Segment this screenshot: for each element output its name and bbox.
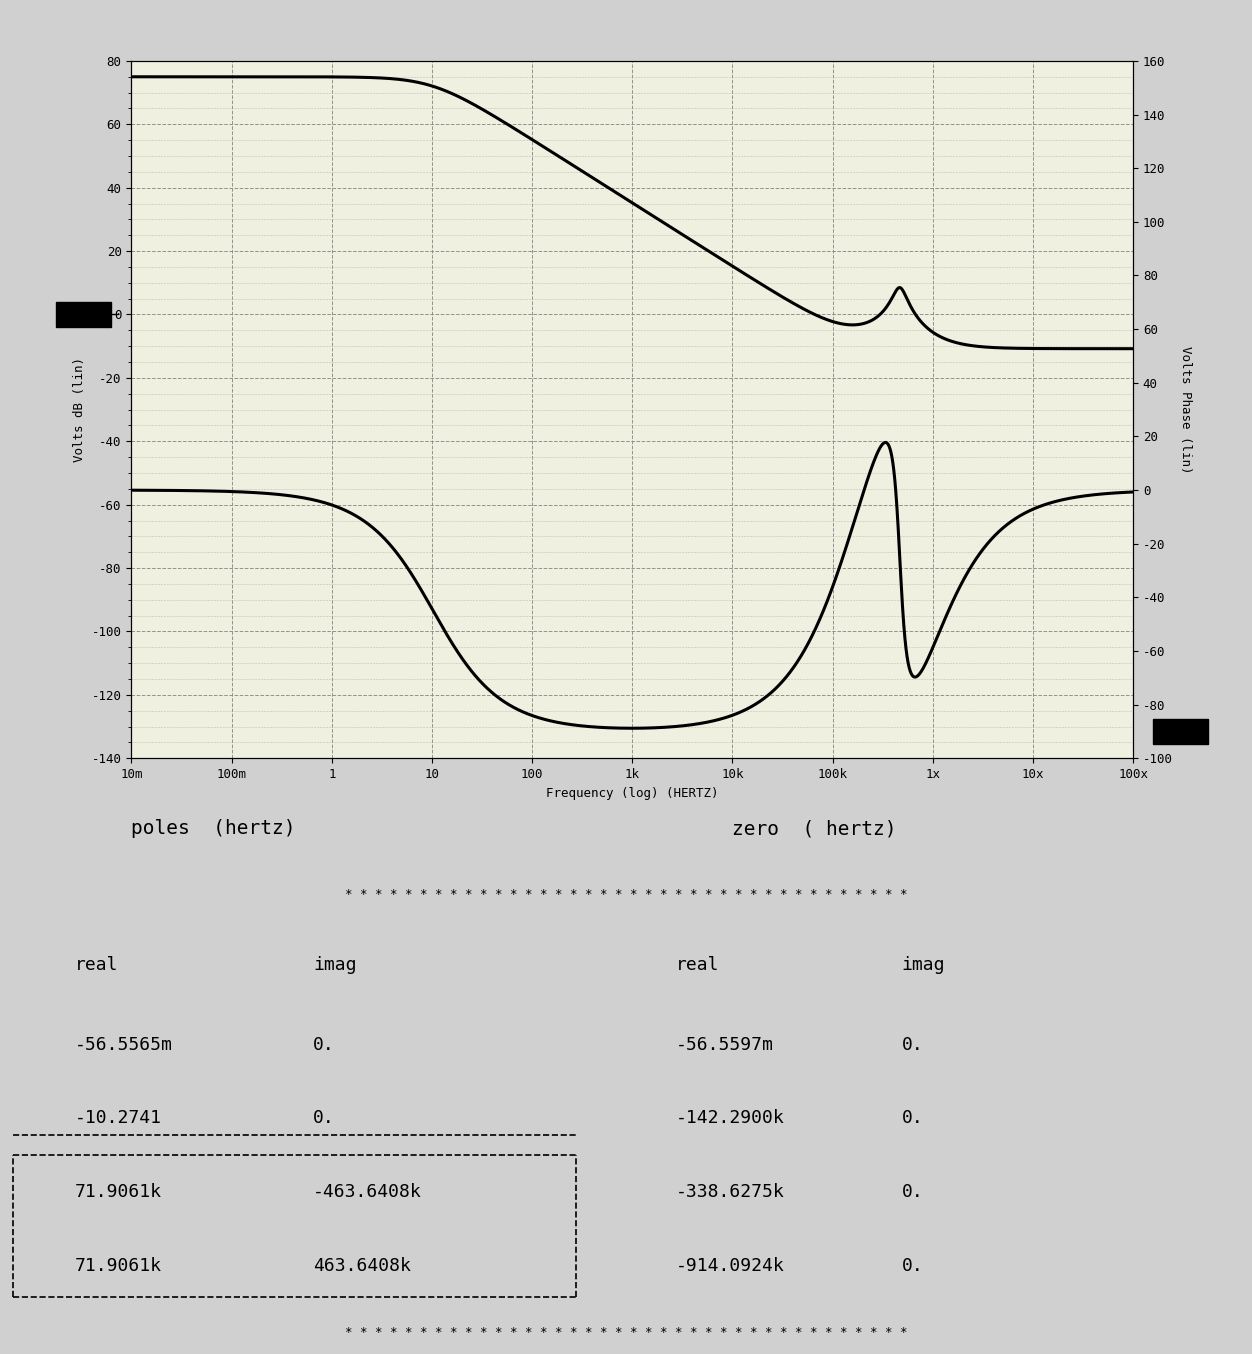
X-axis label: Frequency (log) (HERTZ): Frequency (log) (HERTZ) xyxy=(546,787,719,799)
Bar xyxy=(56,302,111,328)
Text: -338.6275k: -338.6275k xyxy=(676,1183,785,1201)
Text: -56.5597m: -56.5597m xyxy=(676,1036,774,1053)
Text: 0.: 0. xyxy=(313,1036,334,1053)
Text: 71.9061k: 71.9061k xyxy=(75,1183,162,1201)
Text: -914.0924k: -914.0924k xyxy=(676,1258,785,1275)
Text: imag: imag xyxy=(901,956,945,974)
Text: imag: imag xyxy=(313,956,357,974)
Text: 0.: 0. xyxy=(901,1183,923,1201)
Text: -142.2900k: -142.2900k xyxy=(676,1109,785,1128)
Text: -10.2741: -10.2741 xyxy=(75,1109,162,1128)
Text: -56.5565m: -56.5565m xyxy=(75,1036,173,1053)
Text: zero  ( hertz): zero ( hertz) xyxy=(731,819,896,838)
Text: 0.: 0. xyxy=(901,1258,923,1275)
Text: 463.6408k: 463.6408k xyxy=(313,1258,411,1275)
Text: 71.9061k: 71.9061k xyxy=(75,1258,162,1275)
Y-axis label: Volts dB (lin): Volts dB (lin) xyxy=(73,357,86,462)
Bar xyxy=(1153,719,1208,743)
Text: real: real xyxy=(75,956,119,974)
Y-axis label: Volts Phase (lin): Volts Phase (lin) xyxy=(1179,345,1192,474)
Text: 0.: 0. xyxy=(313,1109,334,1128)
Text: 0.: 0. xyxy=(901,1109,923,1128)
Text: -463.6408k: -463.6408k xyxy=(313,1183,422,1201)
Text: poles  (hertz): poles (hertz) xyxy=(130,819,295,838)
Text: real: real xyxy=(676,956,720,974)
Text: * * * * * * * * * * * * * * * * * * * * * * * * * * * * * * * * * * * * * *: * * * * * * * * * * * * * * * * * * * * … xyxy=(344,1326,908,1339)
Text: 0.: 0. xyxy=(901,1036,923,1053)
Text: * * * * * * * * * * * * * * * * * * * * * * * * * * * * * * * * * * * * * *: * * * * * * * * * * * * * * * * * * * * … xyxy=(344,888,908,900)
